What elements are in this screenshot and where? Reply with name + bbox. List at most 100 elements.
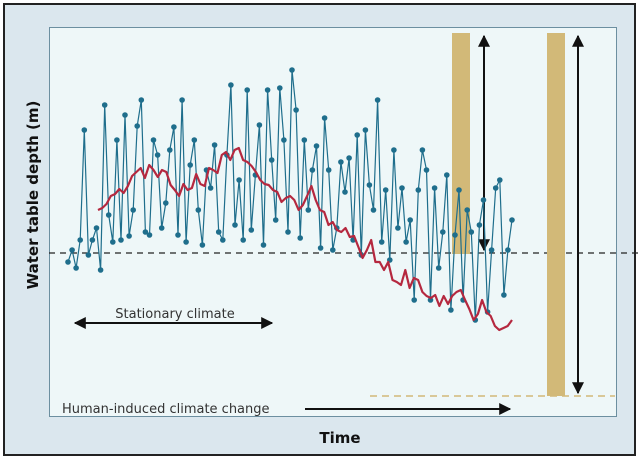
observed-point: [492, 185, 499, 191]
observed-point: [488, 247, 495, 253]
observed-point: [354, 132, 361, 138]
observed-point: [191, 137, 198, 143]
observed-point: [199, 242, 206, 248]
observed-point: [435, 265, 442, 271]
observed-point: [399, 185, 405, 191]
observed-point: [122, 112, 128, 118]
observed-point: [110, 239, 116, 245]
observed-point: [501, 292, 507, 298]
observed-point: [232, 222, 238, 228]
observed-point: [330, 247, 336, 253]
observed-point: [423, 167, 430, 173]
observed-point: [468, 229, 475, 235]
observed-line: [67, 69, 513, 321]
observed-point: [407, 217, 414, 223]
observed-point: [395, 225, 401, 231]
observed-point: [146, 232, 153, 238]
observed-point: [89, 237, 96, 243]
observed-point: [220, 237, 226, 243]
observed-point: [297, 235, 304, 241]
observed-point: [317, 245, 324, 251]
observed-point: [268, 157, 275, 163]
observed-point: [431, 185, 438, 191]
observed-point: [325, 167, 332, 173]
observed-point: [505, 247, 511, 253]
observed-point: [305, 207, 312, 213]
observed-point: [215, 229, 222, 235]
observed-point: [81, 127, 88, 133]
observed-point: [85, 252, 92, 258]
observed-point: [93, 225, 100, 231]
observed-point: [456, 187, 462, 193]
observed-point: [163, 200, 169, 206]
observed-point: [374, 97, 381, 103]
observed-point: [175, 232, 181, 238]
observed-point: [158, 225, 165, 231]
observed-point: [260, 242, 267, 248]
observed-point: [480, 197, 487, 203]
observed-point: [118, 237, 124, 243]
observed-point: [342, 189, 348, 195]
observed-point: [370, 207, 377, 213]
observed-point: [101, 102, 108, 108]
observed-point: [293, 107, 299, 113]
observed-point: [452, 232, 458, 238]
observed-point: [264, 87, 271, 93]
observed-series: [65, 67, 515, 323]
observed-point: [114, 137, 120, 143]
observed-point: [301, 137, 308, 143]
observed-point: [309, 167, 316, 173]
observed-point: [509, 217, 515, 223]
observed-point: [130, 207, 136, 213]
observed-point: [183, 239, 189, 245]
observed-point: [346, 155, 352, 161]
observed-point: [285, 229, 291, 235]
observed-point: [154, 152, 161, 158]
observed-point: [211, 142, 218, 148]
observed-point: [236, 177, 242, 183]
moving-average-line: [97, 146, 513, 332]
observed-point: [244, 87, 250, 93]
observed-point: [403, 239, 409, 245]
observed-point: [338, 159, 344, 165]
observed-point: [281, 137, 287, 143]
observed-point: [142, 229, 149, 235]
observed-point: [167, 147, 173, 153]
observed-point: [440, 229, 446, 235]
observed-point: [321, 115, 328, 121]
observed-point: [73, 265, 79, 271]
observed-point: [97, 267, 104, 273]
observed-point: [415, 187, 422, 193]
x-axis-label: Time: [319, 429, 361, 447]
observed-point: [126, 233, 132, 239]
observed-point: [391, 147, 397, 153]
observed-point: [105, 212, 112, 218]
observed-point: [497, 177, 503, 183]
climate-change-label: Human-induced climate change: [62, 402, 270, 417]
observed-point: [195, 207, 202, 213]
observed-point: [240, 237, 246, 243]
observed-point: [150, 137, 157, 143]
short-term-bar: [452, 33, 470, 254]
observed-point: [277, 85, 283, 91]
observed-point: [69, 247, 75, 253]
observed-point: [476, 222, 483, 228]
observed-point: [228, 82, 234, 88]
observed-point: [362, 127, 369, 133]
observed-point: [256, 122, 263, 128]
observed-point: [378, 239, 385, 245]
observed-point: [248, 227, 255, 233]
observed-point: [289, 67, 295, 73]
observed-point: [444, 172, 450, 178]
observed-point: [272, 217, 279, 223]
observed-point: [134, 123, 140, 129]
stationary-climate-label: Stationary climate: [115, 307, 234, 322]
observed-point: [448, 307, 454, 313]
observed-point: [171, 124, 177, 130]
observed-point: [313, 143, 320, 149]
observed-point: [65, 259, 71, 265]
observed-point: [382, 187, 389, 193]
observed-point: [77, 237, 83, 243]
observed-point: [207, 185, 214, 191]
